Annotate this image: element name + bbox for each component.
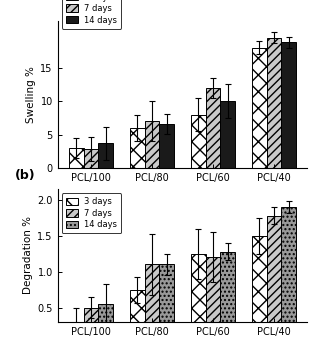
Bar [98,143,113,168]
Bar [69,148,84,168]
Bar [252,48,267,168]
Bar [159,124,174,168]
Bar [281,207,296,344]
Y-axis label: Degradation %: Degradation % [23,217,33,294]
Bar [191,254,205,344]
Bar [281,42,296,168]
Bar [145,121,159,168]
Y-axis label: Swelling %: Swelling % [26,66,36,123]
Bar [220,252,235,344]
Bar [267,216,281,344]
Bar [159,265,174,344]
Text: (b): (b) [15,169,36,182]
Bar [252,236,267,344]
Bar [84,308,98,344]
Bar [98,304,113,344]
Legend: 3 days, 7 days, 14 days: 3 days, 7 days, 14 days [62,193,121,233]
Bar [267,38,281,168]
Bar [220,101,235,168]
Bar [191,114,205,168]
Bar [145,265,159,344]
Bar [205,88,220,168]
Legend: 3 days, 7 days, 14 days: 3 days, 7 days, 14 days [62,0,121,29]
Bar [205,257,220,344]
Bar [130,128,145,168]
Bar [84,149,98,168]
Bar [130,290,145,344]
